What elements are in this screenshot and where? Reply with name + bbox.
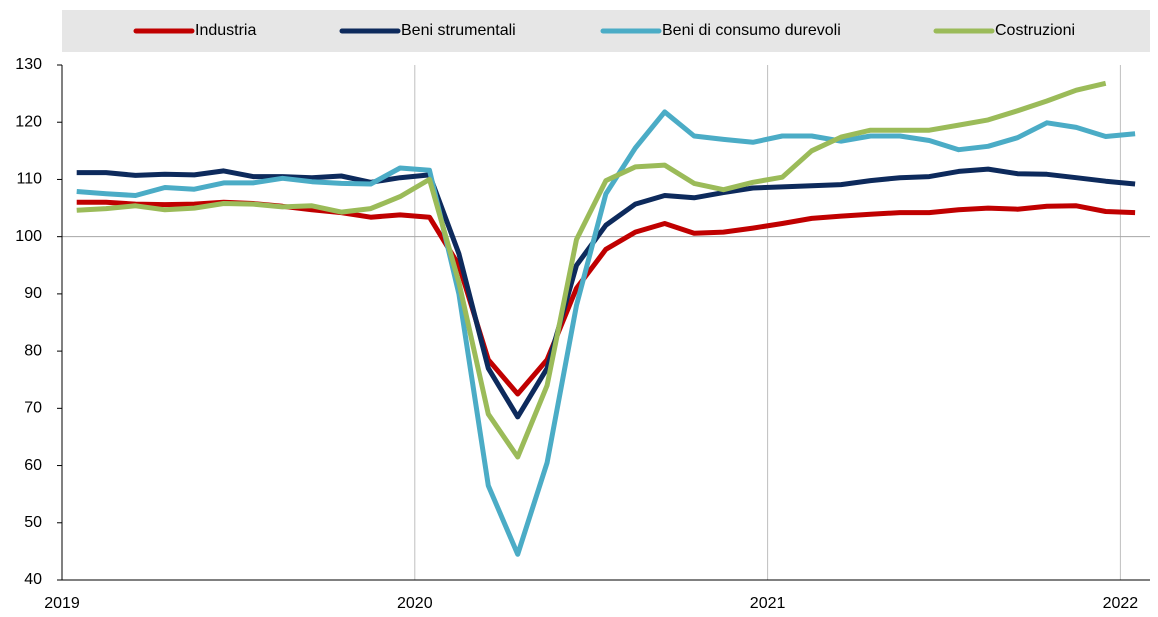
x-tick-label: 2019 bbox=[44, 595, 80, 612]
series-line bbox=[76, 199, 1136, 397]
legend-label: Costruzioni bbox=[995, 22, 1075, 39]
y-tick-label: 50 bbox=[24, 514, 42, 531]
y-tick-label: 40 bbox=[24, 571, 42, 588]
legend-label: Industria bbox=[195, 22, 256, 39]
series-line bbox=[76, 109, 1136, 557]
y-tick-label: 110 bbox=[16, 171, 42, 188]
x-tick-label: 2020 bbox=[397, 595, 433, 612]
y-tick-label: 60 bbox=[24, 457, 42, 474]
legend-label: Beni di consumo durevoli bbox=[662, 22, 841, 39]
series-line bbox=[76, 80, 1107, 460]
y-tick-label: 100 bbox=[15, 228, 42, 245]
y-tick-label: 80 bbox=[24, 342, 42, 359]
y-tick-label: 130 bbox=[15, 56, 42, 73]
x-tick-label: 2021 bbox=[750, 595, 786, 612]
y-tick-label: 70 bbox=[24, 400, 42, 417]
y-tick-label: 90 bbox=[24, 285, 42, 302]
legend-label: Beni strumentali bbox=[401, 22, 516, 39]
y-tick-label: 120 bbox=[15, 113, 42, 130]
x-tick-label: 2022 bbox=[1103, 595, 1139, 612]
series-line bbox=[76, 166, 1136, 420]
